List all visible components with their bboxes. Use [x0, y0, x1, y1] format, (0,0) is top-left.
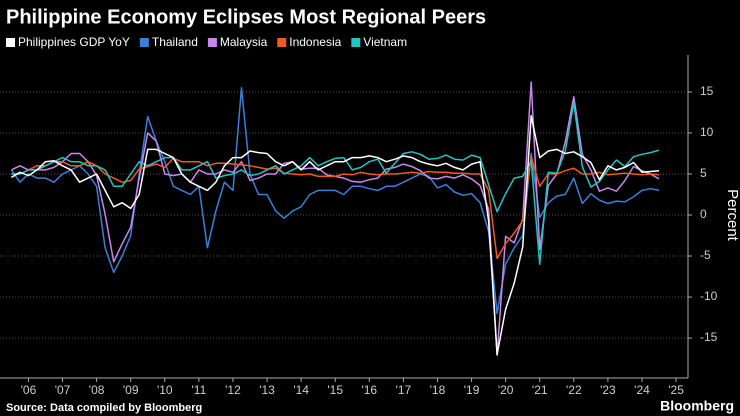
x-tick-label: '13 [259, 383, 275, 397]
x-tick-label: '15 [327, 383, 343, 397]
x-tick-label: '23 [600, 383, 616, 397]
x-tick-label: '21 [532, 383, 548, 397]
legend-label: Thailand [152, 35, 198, 49]
series-line [11, 101, 660, 265]
source: Source: Data compiled by Bloomberg [6, 402, 202, 414]
legend-swatch [351, 38, 361, 47]
x-tick-label: '06 [21, 383, 37, 397]
y-tick-label: -5 [700, 248, 711, 262]
x-tick-label: '09 [123, 383, 139, 397]
brand: Bloomberg [660, 398, 734, 414]
legend-label: Malaysia [220, 35, 268, 49]
y-tick-label: 15 [700, 84, 714, 98]
y-tick-label: -10 [700, 289, 718, 303]
y-tick-label: 5 [700, 166, 707, 180]
x-tick-label: '16 [361, 383, 377, 397]
y-tick-label: 0 [700, 207, 707, 221]
y-axis-label: Percent [724, 189, 740, 242]
legend-swatch [6, 38, 15, 47]
legend-swatch [277, 38, 287, 47]
x-tick-label: '24 [634, 383, 650, 397]
series-line [11, 114, 660, 356]
chart-title: Philippine Economy Eclipses Most Regiona… [6, 6, 486, 28]
legend-label: Indonesia [289, 35, 341, 49]
legend-label: Philippines GDP YoY [18, 35, 130, 49]
series-line [11, 81, 660, 357]
x-tick-label: '11 [192, 383, 207, 397]
y-tick-label: -15 [700, 330, 718, 344]
legend-swatch [139, 38, 149, 47]
x-tick-label: '14 [293, 383, 309, 397]
x-tick-label: '18 [430, 383, 446, 397]
x-tick-label: '22 [566, 383, 582, 397]
legend-label: Vietnam [363, 35, 407, 49]
x-tick-label: '12 [225, 383, 241, 397]
x-tick-label: '19 [464, 383, 480, 397]
series-line [11, 155, 660, 260]
x-tick-label: '25 [668, 383, 684, 397]
x-tick-label: '07 [55, 383, 71, 397]
legend-swatch [207, 38, 217, 47]
series-line [10, 87, 660, 315]
y-tick-label: 10 [700, 125, 714, 139]
x-tick-label: '10 [157, 383, 173, 397]
x-tick-label: '20 [498, 383, 514, 397]
x-tick-label: '17 [396, 383, 412, 397]
x-tick-label: '08 [89, 383, 105, 397]
